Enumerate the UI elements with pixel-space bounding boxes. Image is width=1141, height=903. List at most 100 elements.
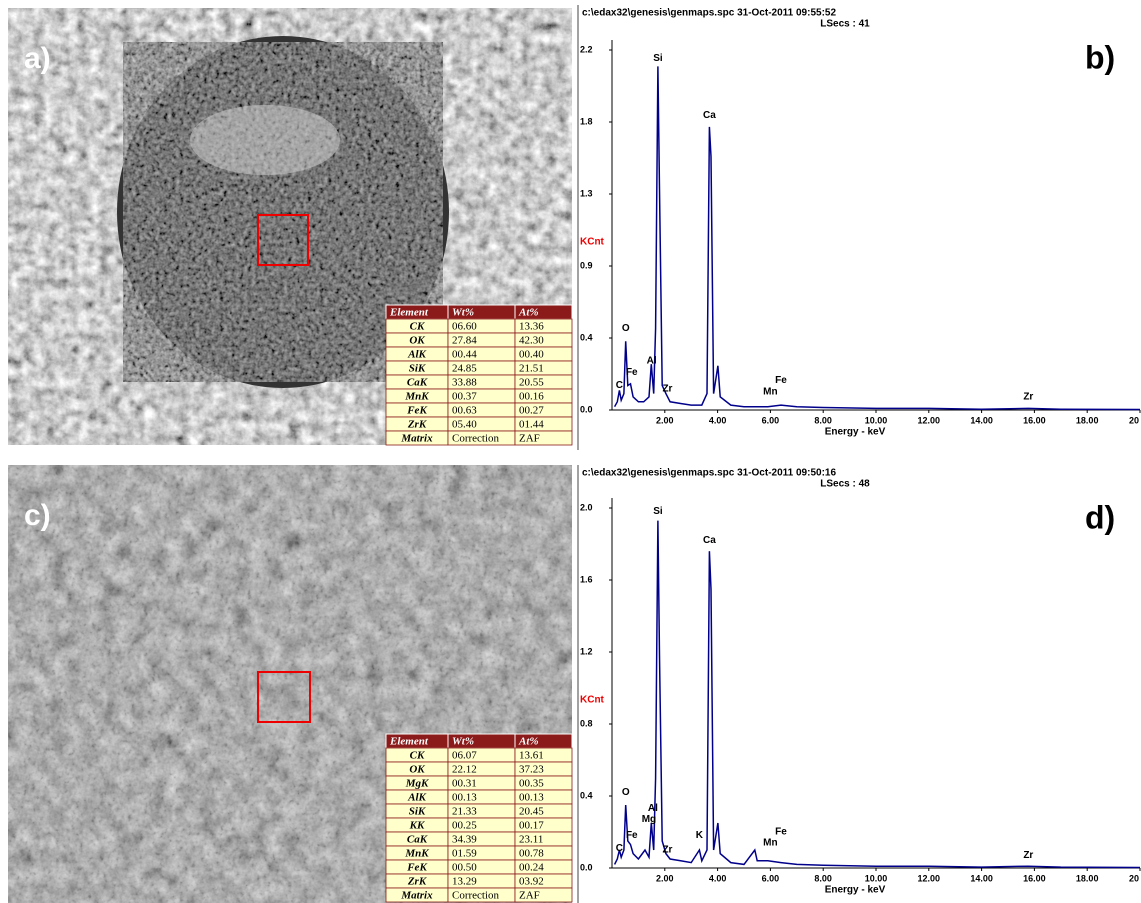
- table-text: MnK: [404, 391, 429, 403]
- table-text: OK: [409, 764, 425, 776]
- peak-label: Mn: [763, 837, 777, 848]
- peak-label: Fe: [626, 830, 638, 841]
- header-text: Element: [389, 736, 429, 748]
- peak-label: Si: [653, 506, 663, 517]
- spectrum-line: [613, 66, 1141, 411]
- table-text: ZrK: [407, 876, 427, 888]
- x-tick-label: 18.00: [1076, 873, 1099, 883]
- peak-label: Al: [648, 803, 658, 814]
- table-text: 00.13: [452, 792, 477, 804]
- peak-label: C: [616, 380, 623, 391]
- x-tick-label: 14.00: [970, 873, 993, 883]
- selection-box: [257, 214, 309, 266]
- table-text: ZAF: [519, 433, 540, 445]
- table-text: 06.07: [452, 750, 477, 762]
- table-text: CaK: [407, 834, 428, 846]
- x-tick-label: 14.00: [970, 415, 993, 425]
- panel-label: b): [1085, 39, 1115, 75]
- table-text: 34.39: [452, 834, 477, 846]
- table-text: 13.61: [519, 750, 544, 762]
- y-tick-label: 2.0: [580, 502, 593, 512]
- table-text: Matrix: [400, 433, 433, 445]
- x-tick-label: 2.00: [656, 415, 674, 425]
- x-tick-label: 16.00: [1023, 415, 1046, 425]
- table-text: FeK: [406, 862, 427, 874]
- table-text: 21.33: [452, 806, 477, 818]
- table-text: ZrK: [407, 419, 427, 431]
- table-text: MgK: [405, 778, 429, 790]
- table-text: 05.40: [452, 419, 477, 431]
- table-text: SiK: [409, 806, 426, 818]
- peak-label: Zr: [1023, 850, 1033, 861]
- table-text: AlK: [407, 792, 426, 804]
- selection-box: [257, 671, 311, 723]
- x-tick-label: 20: [1129, 873, 1139, 883]
- sem-image: [8, 465, 572, 903]
- table-text: 00.31: [452, 778, 477, 790]
- y-tick-label: 0.4: [580, 332, 593, 342]
- panel-label: a): [24, 42, 51, 75]
- table-text: 23.11: [519, 834, 543, 846]
- y-tick-label: 0.9: [580, 260, 593, 270]
- spectrum-header: c:\edax32\genesis\genmaps.spc 31-Oct-201…: [582, 8, 836, 19]
- y-tick-label: 2.2: [580, 44, 593, 54]
- table-text: Matrix: [400, 890, 433, 902]
- table-text: AlK: [407, 349, 426, 361]
- peak-label: Si: [653, 53, 663, 64]
- table-text: 00.24: [519, 862, 544, 874]
- peak-label: Zr: [662, 383, 672, 394]
- element-table: Element Wt% At% CK 06.07 13.61 OK 22.12 37.23 MgK…: [385, 733, 573, 903]
- table-text: 01.44: [519, 419, 544, 431]
- table-text: 27.84: [452, 335, 477, 347]
- peak-label: C: [616, 843, 623, 854]
- header-text: At%: [518, 736, 539, 748]
- peak-label: Al: [647, 356, 657, 367]
- y-tick-label: 1.2: [580, 646, 593, 656]
- x-tick-label: 10.00: [865, 415, 888, 425]
- x-axis-label: Energy - keV: [825, 427, 886, 438]
- table-text: 24.85: [452, 363, 477, 375]
- x-tick-label: 8.00: [814, 415, 832, 425]
- table-text: 00.27: [519, 405, 544, 417]
- x-tick-label: 12.00: [918, 873, 941, 883]
- y-tick-label: 0.4: [580, 790, 593, 800]
- x-tick-label: 4.00: [709, 415, 727, 425]
- y-tick-label: 1.8: [580, 116, 593, 126]
- x-tick-label: 8.00: [814, 873, 832, 883]
- peak-label: Mn: [763, 387, 777, 398]
- table-text: 21.51: [519, 363, 544, 375]
- peak-label: Mg: [642, 814, 656, 825]
- y-tick-label: 0.0: [580, 404, 593, 414]
- table-text: FeK: [406, 405, 427, 417]
- table-text: KK: [409, 820, 425, 832]
- peak-label: Zr: [662, 845, 672, 856]
- table-text: 00.37: [452, 391, 477, 403]
- x-tick-label: 4.00: [709, 873, 727, 883]
- table-text: 00.17: [519, 820, 544, 832]
- header-text: At%: [518, 307, 539, 319]
- table-text: 00.25: [452, 820, 477, 832]
- sem-image: [8, 8, 572, 445]
- peak-label: Ca: [703, 110, 716, 121]
- x-tick-label: 10.00: [865, 873, 888, 883]
- table-text: 01.59: [452, 848, 477, 860]
- table-text: ZAF: [519, 890, 540, 902]
- peak-label: Fe: [626, 367, 638, 378]
- y-tick-label: 1.3: [580, 188, 593, 198]
- peak-label: Ca: [703, 535, 716, 546]
- spectrum-lsecs: LSecs : 41: [820, 19, 870, 30]
- header-text: Wt%: [452, 736, 474, 748]
- table-cell: [514, 430, 573, 446]
- x-axis-label: Energy - keV: [825, 885, 886, 896]
- peak-label: Fe: [775, 375, 787, 386]
- spectrum-line: [613, 520, 1141, 869]
- table-text: 00.44: [452, 349, 477, 361]
- x-tick-label: 2.00: [656, 873, 674, 883]
- table-text: 00.50: [452, 862, 477, 874]
- header-text: Wt%: [452, 307, 474, 319]
- y-axis-label: KCnt: [580, 237, 605, 248]
- table-text: 20.55: [519, 377, 544, 389]
- header-text: Element: [389, 307, 429, 319]
- element-table: Element Wt% At% CK 06.60 13.36 OK 27.84 42.30 AlK…: [385, 304, 573, 446]
